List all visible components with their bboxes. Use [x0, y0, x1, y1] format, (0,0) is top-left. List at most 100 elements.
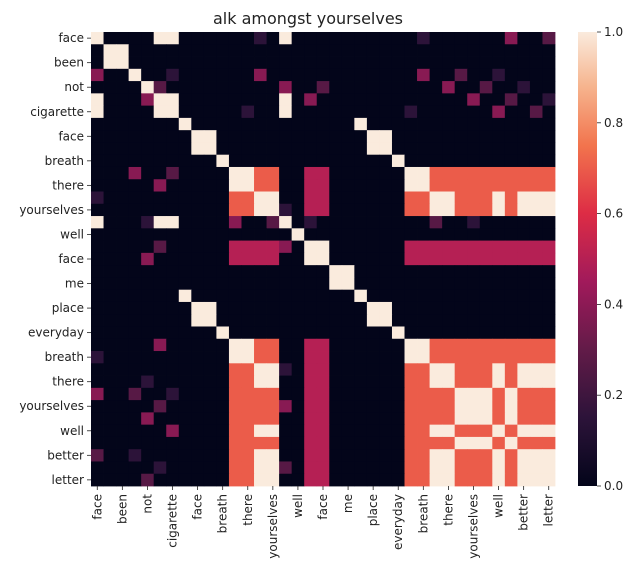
heatmap-cell [442, 412, 456, 426]
heatmap-cell [354, 424, 368, 438]
heatmap-cell [542, 449, 556, 462]
heatmap-cell [316, 105, 330, 119]
heatmap-cell [504, 252, 518, 266]
heatmap-cell [429, 277, 443, 291]
heatmap-cell [391, 400, 405, 413]
heatmap-cell [366, 166, 380, 180]
heatmap-cell [178, 449, 192, 462]
heatmap-cell [141, 56, 155, 70]
heatmap-cell [467, 117, 481, 131]
heatmap-cell [529, 351, 543, 364]
heatmap-cell [254, 436, 267, 450]
heatmap-cell [329, 32, 343, 45]
heatmap-cell [429, 289, 443, 303]
heatmap-cell [479, 338, 493, 352]
heatmap-cell [329, 301, 343, 315]
heatmap-cell [103, 326, 117, 340]
heatmap-cell [404, 203, 418, 217]
heatmap-cell [517, 301, 531, 315]
heatmap-cell [429, 326, 443, 340]
heatmap-cell [454, 81, 468, 94]
y-tick-label: cigarette [30, 105, 84, 119]
heatmap-cell [216, 400, 230, 413]
heatmap-cell [341, 338, 355, 352]
heatmap-cell [166, 326, 180, 340]
heatmap-cell [266, 436, 280, 450]
heatmap-cell [467, 424, 481, 438]
heatmap-cell [504, 142, 518, 156]
heatmap-cell [141, 326, 155, 340]
heatmap-cell [479, 400, 493, 413]
heatmap-cell [166, 203, 180, 217]
heatmap-cell [404, 32, 418, 45]
heatmap-cell [203, 436, 217, 450]
heatmap-cell [191, 412, 205, 426]
heatmap-cell [279, 412, 293, 426]
heatmap-cell [404, 216, 418, 229]
heatmap-cell [404, 105, 418, 119]
heatmap-cell [504, 400, 518, 413]
heatmap-cell [529, 154, 543, 168]
heatmap-cell [216, 240, 230, 254]
heatmap-cell [417, 56, 430, 70]
heatmap-cell [467, 105, 481, 119]
heatmap-cell [266, 68, 280, 82]
heatmap-cell [341, 240, 355, 254]
heatmap-cell [141, 473, 155, 487]
heatmap-cell [354, 252, 368, 266]
heatmap-cell [153, 400, 167, 413]
heatmap-cell [467, 68, 481, 82]
heatmap-cell [542, 252, 556, 266]
heatmap-cell [178, 363, 192, 376]
heatmap-cell [504, 179, 518, 192]
heatmap-cell [467, 191, 481, 205]
heatmap-cell [241, 117, 255, 131]
heatmap-cell [291, 363, 305, 376]
heatmap-cell [542, 412, 556, 426]
heatmap-cell [153, 289, 167, 303]
heatmap-cell [228, 68, 242, 82]
heatmap-cell [429, 412, 443, 426]
heatmap-cell [404, 265, 418, 278]
heatmap-cell [442, 44, 456, 57]
heatmap-cell [266, 252, 280, 266]
heatmap-cell [517, 400, 531, 413]
heatmap-cell [203, 191, 217, 205]
heatmap-cell [203, 277, 217, 291]
heatmap-cell [366, 436, 380, 450]
heatmap-cell [241, 473, 255, 487]
heatmap-cell [216, 142, 230, 156]
heatmap-cell [241, 351, 255, 364]
heatmap-cell [141, 216, 155, 229]
heatmap-cell [379, 105, 393, 119]
heatmap-cell [479, 228, 493, 241]
heatmap-cell [467, 240, 481, 254]
heatmap-cell [467, 56, 481, 70]
heatmap-cell [479, 314, 493, 327]
heatmap-cell [366, 363, 380, 376]
heatmap-cell [479, 436, 493, 450]
heatmap-cell [228, 105, 242, 119]
x-tick-label: letter [542, 494, 556, 527]
heatmap-cell [191, 449, 205, 462]
heatmap-cell [316, 400, 330, 413]
heatmap-cell [467, 473, 481, 487]
heatmap-cell [467, 412, 481, 426]
heatmap-cell [492, 314, 506, 327]
heatmap-cell [379, 228, 393, 241]
heatmap-cell [316, 203, 330, 217]
x-tick-label: better [517, 494, 531, 531]
heatmap-cell [266, 44, 280, 57]
heatmap-cell [379, 240, 393, 254]
heatmap-cell [216, 461, 230, 475]
heatmap-cell [404, 68, 418, 82]
heatmap-cell [153, 338, 167, 352]
heatmap-cell [216, 179, 230, 192]
heatmap-cell [216, 228, 230, 241]
heatmap-cell [391, 375, 405, 389]
heatmap-cell [141, 461, 155, 475]
x-tick-label: not [140, 494, 154, 514]
heatmap-cell [417, 32, 430, 45]
y-tick-label: better [47, 448, 84, 462]
heatmap-cell [379, 326, 393, 340]
